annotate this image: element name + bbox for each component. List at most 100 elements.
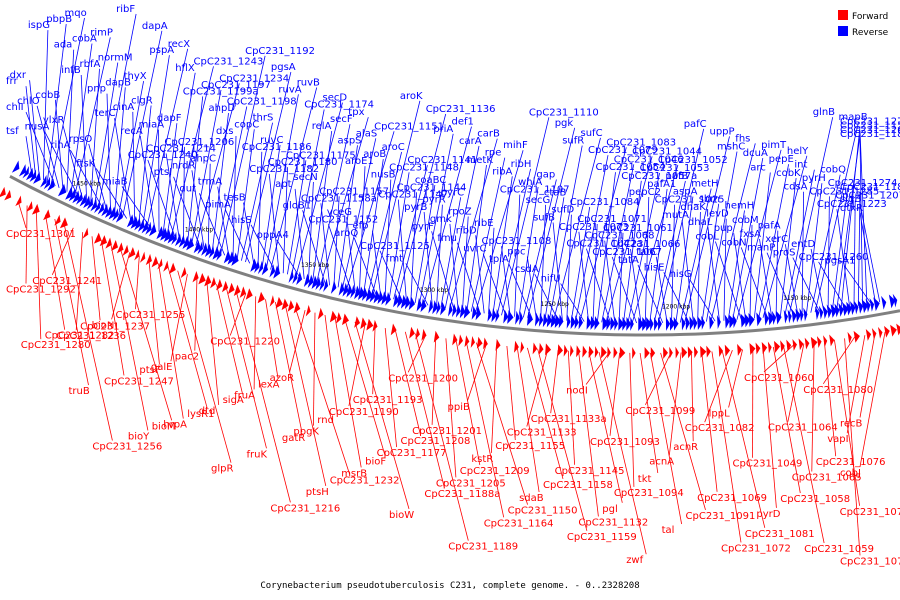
- reverse-feature: [223, 250, 231, 264]
- forward-gene-label-connector: [119, 248, 173, 421]
- reverse-feature: [354, 285, 361, 300]
- reverse-gene-label-connector: [50, 17, 85, 185]
- reverse-gene-label: ahpD: [209, 103, 236, 114]
- reverse-gene-label-connector: [514, 194, 521, 317]
- reverse-feature: [618, 316, 624, 331]
- reverse-gene-label-connector: [436, 204, 443, 307]
- reverse-gene-label: CpC231_1197: [201, 80, 271, 91]
- reverse-gene-label-connector: [466, 165, 487, 312]
- reverse-feature: [79, 193, 87, 207]
- forward-feature: [557, 344, 563, 357]
- forward-feature: [317, 307, 324, 320]
- forward-feature: [287, 300, 295, 312]
- reverse-gene-label: glnB: [813, 107, 835, 118]
- reverse-gene-label: CpC231_1261: [840, 125, 900, 136]
- forward-gene-label-connector: [63, 223, 113, 441]
- reverse-gene-label: CpC231_1107: [500, 185, 570, 196]
- reverse-gene-label: CpC231_1285: [809, 186, 879, 197]
- reverse-gene-label: cobA: [72, 34, 97, 45]
- reverse-feature: [163, 228, 172, 243]
- forward-gene-label-connector: [177, 270, 232, 463]
- reverse-gene-label-connector: [684, 136, 730, 323]
- reverse-feature: [842, 302, 849, 317]
- reverse-feature: [204, 243, 212, 258]
- reverse-feature: [171, 231, 177, 245]
- reverse-gene-label: uppP: [710, 126, 735, 137]
- forward-gene-label: kstR: [471, 454, 493, 465]
- reverse-feature: [590, 315, 596, 330]
- reverse-feature: [90, 198, 98, 212]
- reverse-gene-label: apt: [275, 179, 291, 190]
- forward-gene-label-connector: [516, 346, 540, 493]
- reverse-feature: [254, 259, 260, 273]
- reverse-gene-label-connector: [25, 86, 36, 177]
- reverse-gene-label-connector: [95, 168, 128, 219]
- legend-label-forward: Forward: [852, 12, 888, 22]
- reverse-gene-label-connector: [66, 49, 75, 192]
- reverse-feature: [174, 233, 182, 247]
- reverse-gene-label: carB: [477, 129, 500, 140]
- reverse-gene-label-connector: [359, 166, 366, 293]
- forward-gene-label: cobJ: [840, 468, 861, 479]
- forward-gene-label: CpC231_1177: [377, 448, 447, 459]
- forward-feature: [293, 301, 301, 314]
- reverse-gene-label-connector: [775, 230, 779, 317]
- reverse-gene-label-connector: [462, 216, 469, 311]
- reverse-gene-label: CpC231_1243: [194, 56, 264, 67]
- forward-gene-label-connector: [253, 296, 257, 390]
- reverse-feature: [764, 311, 769, 326]
- genome-backbone: [9, 174, 900, 337]
- forward-gene-label-connector: [783, 345, 825, 544]
- reverse-gene-label-connector: [679, 188, 712, 323]
- reverse-feature: [709, 315, 714, 330]
- forward-feature: [464, 335, 470, 348]
- reverse-gene-label-connector: [191, 170, 205, 249]
- forward-gene-label-connector: [526, 349, 549, 427]
- reverse-feature: [342, 282, 349, 297]
- forward-feature: [470, 335, 475, 348]
- reverse-gene-label: dxr: [10, 70, 27, 81]
- forward-strand-features: [0, 186, 900, 359]
- reverse-gene-label: cobQ: [820, 165, 846, 176]
- forward-feature: [204, 275, 212, 287]
- reverse-gene-label: CpC231_1151: [374, 121, 444, 132]
- reverse-feature: [57, 183, 67, 197]
- forward-feature: [483, 337, 488, 350]
- reverse-gene-label-connector: [316, 124, 351, 283]
- kbp-tick-label: 1300 kbp: [420, 287, 448, 294]
- forward-gene-label: CpC231_1060: [744, 373, 814, 384]
- forward-gene-label: CpC231_1059: [804, 544, 874, 555]
- reverse-gene-label: miaB: [102, 176, 128, 187]
- figure-caption: Corynebacterium pseudotuberculosis C231,…: [260, 581, 639, 591]
- reverse-feature: [94, 200, 101, 214]
- reverse-feature: [408, 296, 416, 311]
- reverse-gene-label-connector: [766, 252, 794, 315]
- forward-gene-label-connector: [170, 274, 188, 362]
- reverse-feature: [369, 288, 376, 303]
- kbp-tick-label: 1150 kbp: [783, 295, 811, 302]
- forward-gene-label: bioN: [92, 320, 115, 331]
- reverse-gene-label: hflX: [175, 63, 195, 74]
- reverse-feature: [865, 298, 871, 313]
- kbp-ticks: 1450 kbp 1400 kbp 1350 kbp 1300 kbp 1250 kbp…: [73, 181, 812, 311]
- legend-swatch-reverse: [838, 26, 848, 36]
- reverse-feature: [97, 201, 105, 215]
- forward-gene-label: pac2: [175, 352, 199, 363]
- reverse-gene-label: uvrC: [463, 244, 486, 255]
- reverse-gene-label: pepC2: [629, 187, 661, 198]
- reverse-gene-label: xerC: [765, 234, 788, 245]
- forward-feature: [737, 343, 743, 356]
- forward-feature: [792, 338, 797, 351]
- reverse-gene-label: dapA: [142, 21, 168, 32]
- forward-gene-label-connector: [431, 336, 437, 425]
- reverse-gene-label-connector: [655, 256, 668, 323]
- forward-gene-label-connector: [404, 331, 445, 488]
- reverse-gene-label: sbm: [699, 194, 720, 205]
- forward-gene-label: acnR: [673, 442, 698, 453]
- forward-feature: [774, 340, 781, 353]
- forward-feature: [749, 342, 756, 355]
- forward-gene-label: CpC231_1080: [803, 385, 873, 396]
- reverse-gene-label-connector: [784, 169, 815, 316]
- forward-gene-label: CpC231_1282: [45, 331, 115, 342]
- reverse-gene-label-connector: [579, 147, 627, 322]
